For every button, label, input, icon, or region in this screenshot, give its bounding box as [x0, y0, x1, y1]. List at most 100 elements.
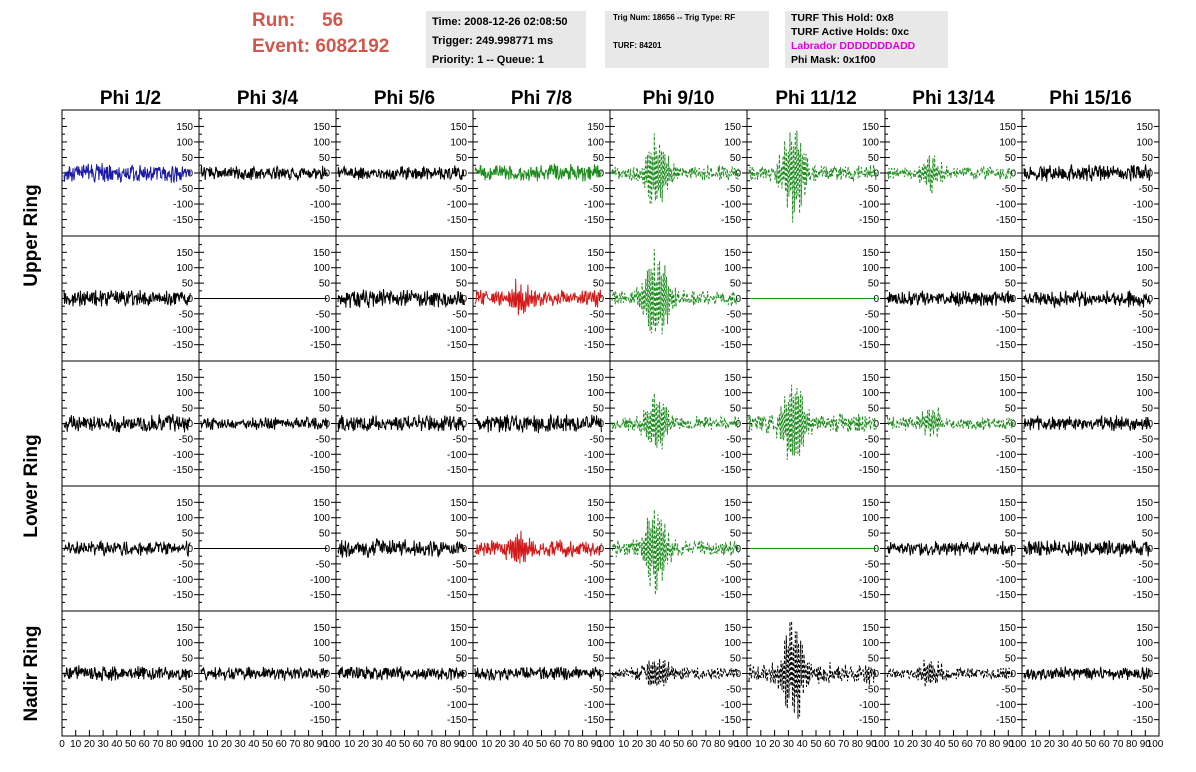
y-tick-label: -100	[173, 450, 193, 461]
y-tick-label: -150	[584, 715, 604, 726]
y-tick-label: 150	[450, 248, 467, 259]
column-header-6: Phi 11/12	[775, 88, 856, 109]
x-tick-label: 70	[289, 739, 301, 750]
x-tick-label: 50	[399, 739, 411, 750]
y-tick-label: -50	[865, 309, 880, 320]
y-tick-label: -100	[859, 450, 879, 461]
y-tick-label: -50	[590, 559, 605, 570]
x-tick-label: 30	[921, 739, 933, 750]
y-tick-label: 0	[461, 169, 467, 180]
x-tick-label: 60	[276, 739, 288, 750]
x-tick-label: 90	[728, 739, 740, 750]
run-value: 56	[322, 10, 344, 31]
y-tick-label: 50	[593, 153, 605, 164]
waveform-r3-c7	[886, 407, 1014, 438]
x-tick-label: 60	[824, 739, 836, 750]
waveform-r1-c4	[474, 162, 602, 182]
phi-mask-text: Phi Mask: 0x1f00	[791, 54, 876, 66]
y-tick-label: 100	[313, 388, 330, 399]
x-tick-label: 70	[563, 739, 575, 750]
y-tick-label: 100	[450, 137, 467, 148]
y-tick-label: -100	[584, 200, 604, 211]
y-tick-label: -50	[727, 559, 742, 570]
y-tick-label: -50	[316, 559, 331, 570]
y-tick-label: -100	[1133, 200, 1153, 211]
waveform-r1-c3	[337, 165, 465, 181]
y-tick-label: -100	[996, 200, 1016, 211]
y-tick-label: -150	[1133, 340, 1153, 351]
y-tick-label: -100	[721, 200, 741, 211]
column-header-7: Phi 13/14	[912, 88, 995, 109]
labrador-text: Labrador DDDDDDDADD	[791, 40, 916, 52]
y-tick-label: 0	[187, 419, 193, 430]
x-tick-label: 60	[139, 739, 151, 750]
y-tick-label: 100	[313, 513, 330, 524]
y-tick-label: -150	[310, 215, 330, 226]
y-tick-label: 100	[587, 513, 604, 524]
y-tick-label: -100	[447, 450, 467, 461]
x-tick-label: 10	[893, 739, 905, 750]
x-tick-label: 100	[873, 739, 890, 750]
y-tick-label: -50	[727, 434, 742, 445]
y-tick-label: -50	[453, 184, 468, 195]
y-tick-label: -150	[584, 465, 604, 476]
y-tick-label: 50	[456, 153, 468, 164]
x-tick-label: 10	[70, 739, 82, 750]
y-tick-label: 50	[319, 153, 331, 164]
x-tick-label: 60	[1099, 739, 1111, 750]
y-tick-label: 50	[182, 529, 194, 540]
y-tick-label: 0	[1010, 169, 1016, 180]
event-label: Event:	[252, 36, 311, 57]
y-tick-label: -100	[447, 200, 467, 211]
y-tick-label: 50	[1142, 529, 1154, 540]
y-tick-label: 0	[735, 419, 741, 430]
waveform-r3-c6	[748, 384, 877, 460]
y-tick-label: 150	[999, 373, 1016, 384]
x-tick-label: 90	[317, 739, 329, 750]
x-tick-label: 70	[838, 739, 850, 750]
y-tick-label: 100	[862, 137, 879, 148]
y-tick-label: 100	[724, 513, 741, 524]
y-tick-label: -50	[453, 434, 468, 445]
y-tick-label: -150	[310, 340, 330, 351]
y-tick-label: -150	[447, 215, 467, 226]
y-tick-label: -100	[310, 450, 330, 461]
x-tick-label: 10	[207, 739, 219, 750]
y-tick-label: -100	[721, 700, 741, 711]
y-tick-label: -50	[453, 684, 468, 695]
y-tick-label: 0	[1010, 669, 1016, 680]
y-tick-label: -150	[173, 465, 193, 476]
y-tick-label: 100	[862, 638, 879, 649]
x-tick-label: 40	[797, 739, 809, 750]
y-tick-label: 150	[176, 498, 193, 509]
y-tick-label: 150	[724, 248, 741, 259]
y-tick-label: 100	[724, 388, 741, 399]
y-tick-label: 50	[1005, 654, 1017, 665]
x-tick-label: 80	[1126, 739, 1138, 750]
y-tick-label: 150	[1136, 373, 1153, 384]
y-tick-label: 100	[1136, 638, 1153, 649]
y-tick-label: -50	[865, 184, 880, 195]
x-tick-label: 100	[598, 739, 615, 750]
y-tick-label: -50	[590, 309, 605, 320]
x-tick-label: 100	[735, 739, 752, 750]
waveform-r5-c6	[748, 620, 877, 719]
waveform-r5-c8	[1023, 666, 1151, 681]
y-tick-label: 50	[456, 279, 468, 290]
x-tick-label: 30	[372, 739, 384, 750]
trig-num-text: Trig Num: 18656 -- Trig Type: RF	[613, 13, 736, 22]
y-tick-label: 150	[587, 498, 604, 509]
x-tick-label: 70	[975, 739, 987, 750]
x-tick-label: 10	[1030, 739, 1042, 750]
turf-active-holds-text: TURF Active Holds: 0xc	[791, 26, 910, 38]
y-tick-label: -100	[310, 325, 330, 336]
y-tick-label: 100	[999, 388, 1016, 399]
y-tick-label: -50	[1139, 434, 1154, 445]
x-tick-label: 60	[962, 739, 974, 750]
y-tick-label: 100	[176, 513, 193, 524]
y-tick-label: -50	[1139, 559, 1154, 570]
x-tick-label: 20	[221, 739, 233, 750]
x-tick-label: 60	[550, 739, 562, 750]
y-tick-label: 50	[868, 404, 880, 415]
y-tick-label: 50	[1005, 153, 1017, 164]
